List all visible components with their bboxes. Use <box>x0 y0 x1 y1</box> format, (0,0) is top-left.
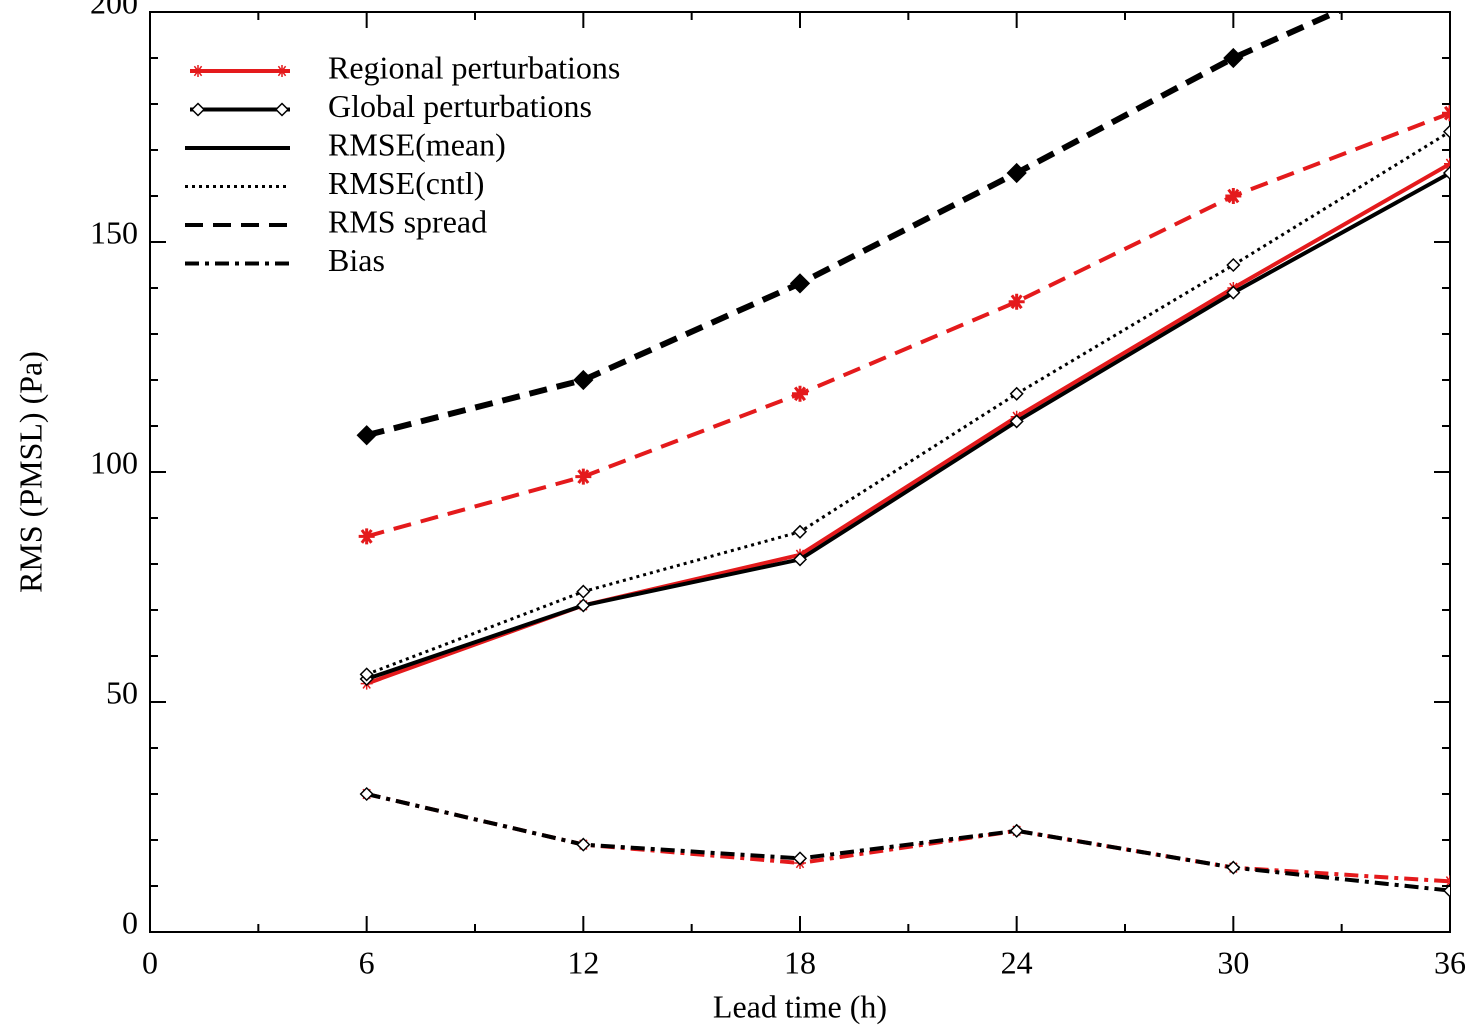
x-axis-title: Lead time (h) <box>713 988 887 1024</box>
x-tick-label: 0 <box>142 944 158 980</box>
legend-marker <box>192 65 204 77</box>
legend-label: RMS spread <box>328 203 487 239</box>
data-point <box>792 851 808 866</box>
data-point <box>359 667 374 682</box>
x-tick-label: 24 <box>1001 944 1033 980</box>
data-point <box>359 786 374 802</box>
x-tick-label: 36 <box>1434 944 1466 980</box>
data-point <box>789 273 811 294</box>
data-point <box>1442 883 1450 898</box>
plot-area <box>356 12 1450 898</box>
legend-marker <box>276 65 288 77</box>
data-point <box>576 837 591 852</box>
data-point <box>1226 860 1241 875</box>
data-point <box>1442 124 1450 139</box>
x-tick-label: 6 <box>359 944 375 980</box>
data-point <box>1009 386 1024 401</box>
x-tick-label: 12 <box>567 944 599 980</box>
legend-marker <box>274 102 290 117</box>
data-point <box>573 369 594 391</box>
legend-label: Regional perturbations <box>328 49 620 85</box>
legend-label: Global perturbations <box>328 88 592 124</box>
series-line <box>366 792 1450 884</box>
y-axis-title: RMS (PMSL) (Pa) <box>12 351 48 593</box>
series-line <box>366 792 1450 893</box>
data-point <box>1225 188 1242 204</box>
data-point <box>1226 257 1241 273</box>
data-point <box>575 468 592 485</box>
data-point <box>1223 47 1244 69</box>
data-point <box>1442 105 1450 122</box>
x-tick-label: 30 <box>1217 944 1249 980</box>
data-point <box>792 552 808 567</box>
x-tick-label: 18 <box>784 944 816 980</box>
data-point <box>1006 162 1027 184</box>
y-tick-label: 50 <box>106 674 138 710</box>
series-line <box>366 171 1450 681</box>
y-tick-label: 200 <box>90 0 138 20</box>
legend-label: RMSE(mean) <box>328 126 506 162</box>
y-tick-label: 100 <box>90 444 138 480</box>
data-point <box>576 598 591 613</box>
legend-marker <box>190 102 206 117</box>
series-line <box>365 162 1450 686</box>
series-line <box>365 12 1344 439</box>
series-line <box>366 111 1450 539</box>
data-point <box>1226 285 1241 300</box>
data-point <box>576 584 591 599</box>
data-point <box>1442 165 1450 181</box>
data-point <box>356 425 377 446</box>
data-point <box>792 385 808 402</box>
series-line <box>366 130 1450 676</box>
data-point <box>358 528 375 545</box>
data-point <box>1008 293 1025 310</box>
data-point <box>1009 414 1024 429</box>
legend-label: Bias <box>328 242 385 278</box>
y-tick-label: 150 <box>90 214 138 250</box>
y-tick-label: 0 <box>122 904 138 940</box>
legend-label: RMSE(cntl) <box>328 165 484 201</box>
data-point <box>792 524 808 539</box>
data-point <box>1009 823 1024 838</box>
